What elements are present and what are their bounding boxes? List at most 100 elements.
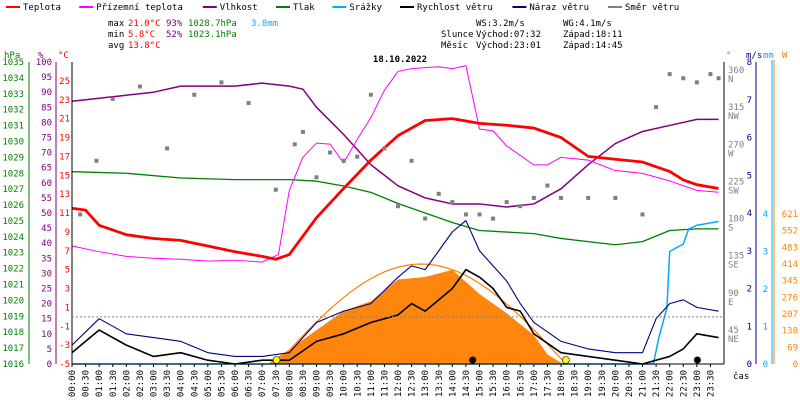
legend-label-2: Vlhkost: [220, 3, 258, 13]
x-tick-label: 03:00: [150, 370, 160, 397]
hpa-tick-label: 1034: [2, 74, 24, 84]
legend-label-7: Směr větru: [625, 3, 679, 13]
stats-avg-label: avg: [108, 41, 124, 51]
legend-label-0: Teplota: [23, 3, 61, 13]
sunrise-marker: [272, 356, 281, 364]
wind-direction-point: [463, 212, 468, 217]
wind-direction-point: [586, 195, 591, 200]
x-tick-label: 23:00: [693, 370, 703, 397]
x-tick-label: 02:30: [136, 370, 146, 397]
rain-tick-label: 4: [763, 210, 768, 220]
legend-label-4: Srážky: [349, 3, 382, 13]
x-tick-label: 07:00: [258, 370, 268, 397]
x-tick-label: 05:00: [204, 370, 214, 397]
x-tick-label: 11:30: [380, 370, 390, 397]
wind-direction-point: [613, 195, 618, 200]
hpa-tick-label: 1026: [2, 201, 24, 211]
celsius-tick-label: -3: [59, 341, 70, 351]
percent-tick-label: 70: [41, 149, 52, 159]
wind-speed-avg: WS:3.2m/s: [476, 19, 525, 29]
wind-direction-point: [355, 154, 360, 159]
wind-direction-point: [504, 200, 509, 205]
compass-tick-label: NW: [728, 112, 739, 122]
x-tick-label: 21:00: [639, 370, 649, 397]
wind-direction-point: [654, 105, 659, 110]
axis-direction-label: °: [726, 51, 731, 61]
x-tick-label: 08:30: [299, 370, 309, 397]
wind-direction-point: [137, 84, 142, 89]
sun-set: Západ:18:11: [563, 30, 623, 40]
x-tick-label: 08:00: [285, 370, 295, 397]
x-tick-label: 02:00: [122, 370, 132, 397]
x-tick-label: 15:00: [476, 370, 486, 397]
x-tick-label: 12:30: [408, 370, 418, 397]
x-tick-label: 19:30: [598, 370, 608, 397]
moonset-marker: [469, 356, 477, 364]
x-tick-label: 12:00: [394, 370, 404, 397]
x-tick-label: 11:00: [367, 370, 377, 397]
hpa-tick-label: 1031: [2, 122, 24, 132]
direction-tick-label: 270: [728, 140, 744, 150]
wind-direction-point: [423, 216, 428, 221]
direction-tick-label: 360: [728, 66, 744, 76]
axis-celsius-label: °C: [58, 51, 69, 61]
hpa-tick-label: 1024: [2, 233, 24, 243]
celsius-tick-label: 7: [65, 247, 70, 257]
x-tick-label: 18:30: [571, 370, 581, 397]
x-tick-label: 13:30: [435, 370, 445, 397]
moon-set: Západ:14:45: [563, 41, 623, 51]
chart-title: 18.10.2022: [373, 55, 427, 65]
hpa-tick-label: 1018: [2, 328, 24, 338]
rain-line: [72, 220, 719, 365]
sun-label: Slunce: [441, 30, 474, 40]
wind-tick-label: 2: [747, 285, 752, 295]
x-tick-label: 09:00: [313, 370, 323, 397]
wind-gust-avg: WG:4.1m/s: [563, 19, 612, 29]
hpa-tick-label: 1020: [2, 296, 24, 306]
percent-tick-label: 95: [41, 73, 52, 83]
radiation-tick-label: 276: [782, 293, 798, 303]
compass-tick-label: N: [728, 75, 733, 85]
stats-max-rain: 3.8mm: [251, 19, 278, 29]
wind-tick-label: 4: [747, 209, 752, 219]
wind-direction-point: [246, 101, 251, 106]
radiation-tick-label: 483: [782, 243, 798, 253]
hpa-tick-label: 1017: [2, 344, 24, 354]
percent-tick-label: 80: [41, 118, 52, 128]
hpa-tick-label: 1016: [2, 360, 24, 370]
wind-direction-point: [450, 200, 455, 205]
wind-direction-point: [667, 72, 672, 77]
wind-direction-point: [640, 212, 645, 217]
celsius-tick-label: 9: [65, 228, 70, 238]
celsius-tick-label: 13: [59, 190, 70, 200]
stats-min-press: 1023.1hPa: [188, 30, 237, 40]
compass-tick-label: E: [728, 298, 733, 308]
wind-tick-label: 6: [747, 134, 752, 144]
x-tick-label: 04:00: [177, 370, 187, 397]
compass-tick-label: W: [728, 149, 734, 159]
wind-direction-point: [708, 72, 713, 77]
wind-direction-point: [491, 216, 496, 221]
x-tick-label: 01:30: [109, 370, 119, 397]
percent-tick-label: 50: [41, 209, 52, 219]
direction-tick-label: 45: [728, 326, 739, 336]
direction-tick-label: 90: [728, 289, 739, 299]
axis-rain-label: mm: [763, 51, 774, 61]
axis-percent-label: %: [38, 51, 44, 61]
wind-tick-label: 5: [747, 171, 752, 181]
humidity-line: [71, 82, 719, 208]
wind-speed-line: [71, 268, 719, 365]
celsius-tick-label: 25: [59, 77, 70, 87]
x-tick-label: 09:30: [326, 370, 336, 397]
radiation-tick-label: 552: [782, 227, 798, 237]
x-tick-label: 22:30: [679, 370, 689, 397]
plot-area: [71, 65, 721, 365]
x-tick-label: 17:00: [530, 370, 540, 397]
direction-tick-label: 225: [728, 177, 744, 187]
x-tick-label: 05:30: [217, 370, 227, 397]
radiation-tick-label: 621: [782, 210, 798, 220]
wind-tick-label: 8: [747, 58, 752, 68]
x-tick-label: 16:30: [516, 370, 526, 397]
x-tick-label: 00:30: [82, 370, 92, 397]
temperature-line: [71, 117, 719, 261]
